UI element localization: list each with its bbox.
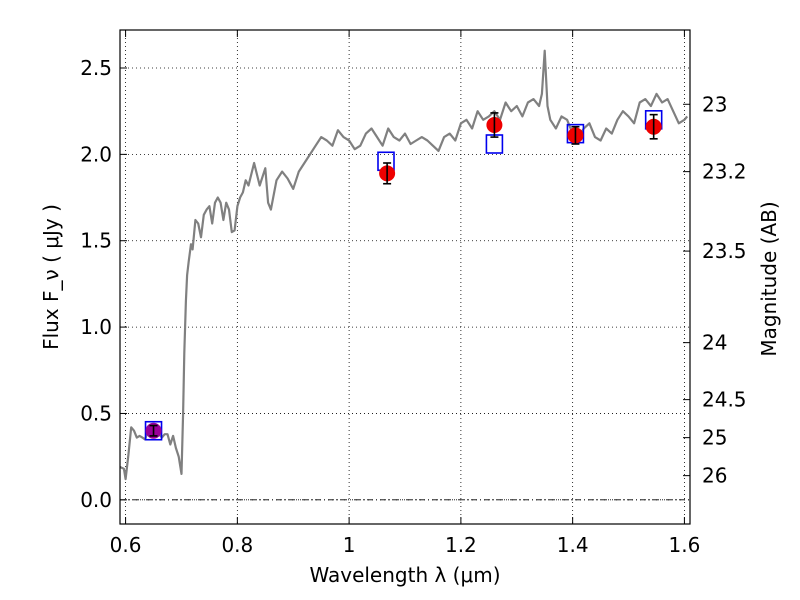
spectrum-line xyxy=(119,49,689,481)
grid xyxy=(120,30,690,524)
right-tick-label: 24 xyxy=(702,331,727,355)
right-tick-label: 24.5 xyxy=(702,388,747,412)
y-axis-title: Flux F_ν ( μJy ) xyxy=(39,204,63,350)
plot-frame xyxy=(119,29,691,525)
ticks: 0.6 0.8 1 1.2 1.4 1.6 0.0 0.5 1.0 1.5 2.0 2.5 23 23.2… xyxy=(80,30,747,557)
x-tick-label: 0.6 xyxy=(110,533,142,557)
right-tick-label: 25 xyxy=(702,426,727,450)
right-axis-title: Magnitude (AB) xyxy=(757,201,781,356)
x-tick-label: 1.4 xyxy=(557,533,589,557)
y-tick-label: 0.5 xyxy=(80,401,112,425)
y-tick-label: 1.0 xyxy=(80,315,112,339)
x-tick-label: 0.8 xyxy=(221,533,253,557)
series-group xyxy=(119,49,689,481)
x-tick-label: 1.2 xyxy=(445,533,477,557)
x-tick-label: 1.6 xyxy=(669,533,701,557)
right-tick-label: 23 xyxy=(702,92,727,116)
x-tick-label: 1 xyxy=(343,533,356,557)
right-tick-label: 23.2 xyxy=(702,160,747,184)
right-tick-label: 23.5 xyxy=(702,239,747,263)
y-tick-label: 0.0 xyxy=(80,488,112,512)
x-axis-title: Wavelength λ (μm) xyxy=(309,563,500,587)
plot-background xyxy=(120,30,690,524)
y-tick-label: 1.5 xyxy=(80,229,112,253)
right-tick-label: 26 xyxy=(702,464,727,488)
y-tick-label: 2.0 xyxy=(80,142,112,166)
y-tick-label: 2.5 xyxy=(80,56,112,80)
